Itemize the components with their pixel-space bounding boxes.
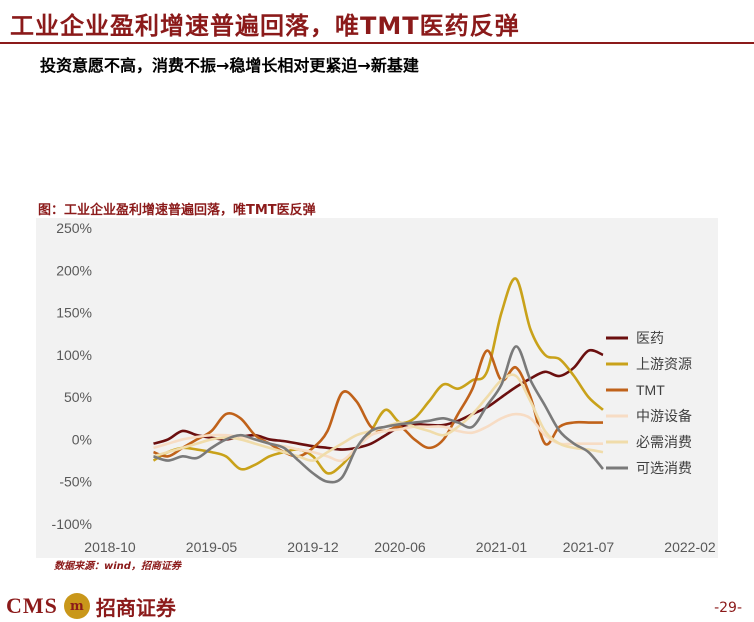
line-chart: -100%-50%0%50%100%150%200%250% 2018-10 20… bbox=[36, 218, 718, 558]
series-line-4 bbox=[153, 412, 603, 463]
x-tick-label: 2019-12 bbox=[287, 539, 339, 555]
x-tick-label: 2018-10 bbox=[84, 539, 136, 555]
legend-label: 可选消费 bbox=[636, 460, 692, 476]
figure-caption: 图：工业企业盈利增速普遍回落，唯TMT医反弹 bbox=[38, 203, 316, 218]
y-tick-label: 250% bbox=[56, 220, 92, 236]
y-tick-label: 100% bbox=[56, 347, 92, 363]
x-tick-label: 2020-06 bbox=[374, 539, 426, 555]
plot-background bbox=[36, 218, 718, 558]
y-tick-label: 150% bbox=[56, 305, 92, 321]
legend-label: TMT bbox=[636, 382, 665, 398]
series-line-3 bbox=[153, 349, 603, 458]
x-tick-label: 2019-05 bbox=[186, 539, 238, 555]
logo-text: CMS bbox=[6, 593, 58, 618]
y-tick-label: 200% bbox=[56, 262, 92, 278]
legend-label: 上游资源 bbox=[636, 356, 692, 372]
x-tick-label: 2021-07 bbox=[563, 539, 615, 555]
legend-label: 必需消费 bbox=[636, 434, 692, 450]
x-tick-label: 2022-02 bbox=[664, 539, 716, 555]
page-number: -29- bbox=[714, 600, 742, 616]
page-subtitle: 投资意愿不高，消费不振→稳增长相对更紧迫→新基建 bbox=[40, 56, 419, 75]
data-source-note: 数据来源：wind，招商证券 bbox=[54, 561, 181, 572]
logo-cn-text: 招商证券 bbox=[95, 595, 176, 620]
series-lines bbox=[152, 277, 604, 484]
title-divider bbox=[0, 42, 754, 44]
logo-emblem-icon: m bbox=[63, 593, 90, 619]
x-axis: 2018-10 2019-05 2019-12 2020-06 2021-01 2021-… bbox=[84, 539, 716, 555]
y-tick-label: 50% bbox=[64, 389, 92, 405]
y-axis: -100% -50% 0% 50% 100% 150% 200% 250% bbox=[52, 220, 92, 532]
series-line-6 bbox=[153, 345, 604, 484]
page-title: 工业企业盈利增速普遍回落，唯TMT医药反弹 bbox=[10, 12, 520, 40]
y-tick-label: -50% bbox=[59, 474, 92, 490]
x-tick-label: 2021-01 bbox=[476, 539, 528, 555]
company-logo: CMS m 招商证券 bbox=[6, 590, 176, 622]
legend-label: 医药 bbox=[636, 330, 664, 346]
y-tick-label: 0% bbox=[72, 431, 92, 447]
series-line-2 bbox=[152, 277, 604, 475]
legend-label: 中游设备 bbox=[636, 408, 692, 424]
y-tick-label: -100% bbox=[52, 516, 92, 532]
